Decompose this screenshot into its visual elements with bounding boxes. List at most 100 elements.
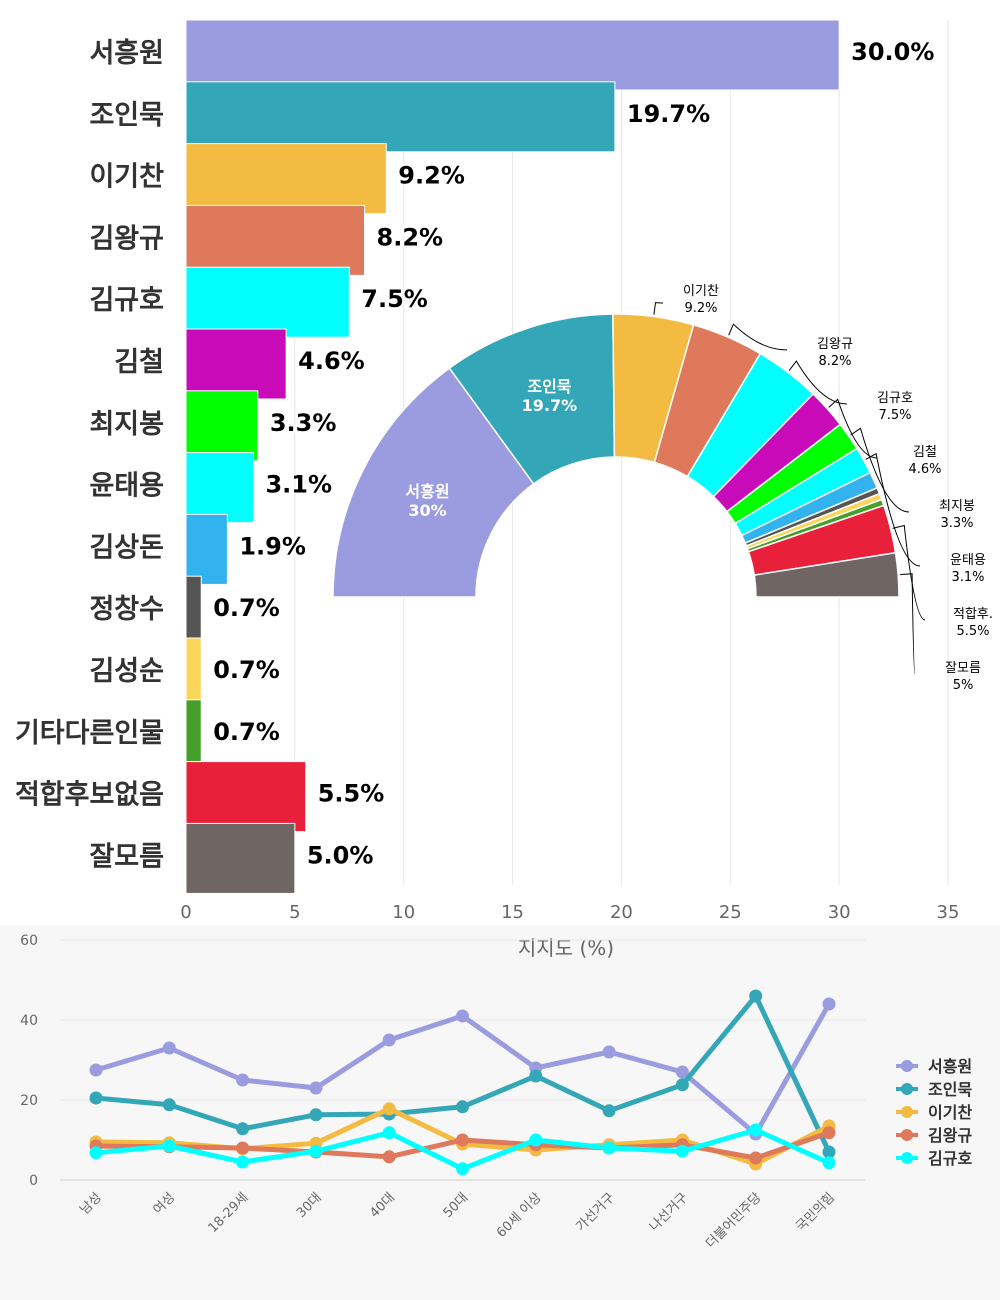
bar-기타다른인물 (185, 699, 202, 771)
donut-outside-value: 8.2% (818, 354, 851, 369)
line-y-tick: 60 (20, 933, 38, 949)
line-point-조인묵 (749, 989, 763, 1003)
donut-leader-line (728, 323, 788, 351)
line-point-김규호 (749, 1123, 763, 1137)
line-point-서흥원 (822, 997, 836, 1011)
bar-잘모름 (185, 822, 296, 894)
bar-category-label: 정창수 (89, 594, 164, 625)
line-point-서흥원 (456, 1009, 469, 1023)
line-point-서흥원 (309, 1081, 323, 1095)
donut-leader-line (788, 360, 848, 405)
line-point-김규호 (162, 1139, 176, 1153)
legend-marker-김왕규 (901, 1129, 913, 1141)
legend-marker-서흥원 (901, 1060, 913, 1072)
bar-category-label: 윤태용 (89, 471, 164, 502)
bar-category-label: 김상돈 (89, 532, 164, 563)
bar-value-label: 8.2% (377, 223, 444, 251)
line-y-tick: 0 (29, 1173, 38, 1189)
bar-value-label: 1.9% (239, 532, 306, 560)
bar-x-tick: 35 (937, 902, 960, 923)
bar-category-label: 조인묵 (89, 100, 164, 131)
bar-category-label: 기타다른인물 (15, 718, 164, 749)
bar-value-label: 30.0% (851, 38, 934, 66)
donut-outside-value: 5.5% (956, 624, 989, 639)
bar-김성순 (185, 637, 202, 709)
donut-outside-value: 9.2% (684, 301, 717, 316)
legend-marker-조인묵 (901, 1083, 913, 1095)
line-y-tick: 40 (20, 1013, 38, 1029)
bar-category-label: 이기찬 (89, 162, 164, 193)
legend-label: 김왕규 (928, 1126, 972, 1145)
line-point-조인묵 (236, 1122, 250, 1136)
bar-value-label: 5.0% (307, 841, 374, 869)
line-y-tick: 20 (20, 1093, 38, 1109)
donut-outside-value: 3.3% (940, 516, 973, 531)
legend-label: 이기찬 (928, 1103, 972, 1122)
line-point-김규호 (236, 1155, 250, 1169)
line-point-김왕규 (382, 1150, 396, 1164)
bar-value-label: 9.2% (398, 162, 465, 190)
donut-inside-name: 조인묵 (527, 377, 571, 396)
bar-chart-bars (185, 19, 840, 894)
line-point-조인묵 (675, 1078, 689, 1092)
line-point-김왕규 (749, 1151, 763, 1165)
donut-outside-name: 적합후. (953, 607, 993, 622)
bar-value-label: 5.5% (318, 780, 385, 808)
bar-김규호 (185, 266, 350, 338)
donut-leader-line (900, 573, 916, 675)
donut-slice-잘모름 (753, 551, 900, 598)
line-point-조인묵 (456, 1100, 469, 1114)
bar-category-label: 서흥원 (89, 38, 164, 69)
bar-value-label: 7.5% (361, 285, 428, 313)
donut-outside-value: 7.5% (878, 408, 911, 423)
line-point-서흥원 (382, 1033, 396, 1047)
bar-category-label: 김성순 (89, 656, 164, 687)
bar-김철 (185, 328, 287, 400)
donut-outside-value: 4.6% (908, 462, 941, 477)
donut-outside-name: 김왕규 (817, 337, 853, 352)
bar-category-label: 김철 (114, 347, 164, 378)
legend-marker-이기찬 (901, 1106, 913, 1118)
bar-윤태용 (185, 452, 254, 524)
line-point-서흥원 (236, 1073, 250, 1087)
line-point-김규호 (382, 1126, 396, 1140)
line-point-김왕규 (822, 1126, 836, 1140)
line-point-김규호 (602, 1141, 616, 1155)
line-point-이기찬 (382, 1102, 396, 1116)
donut-outside-name: 이기찬 (683, 284, 719, 299)
legend-label: 서흥원 (928, 1057, 972, 1076)
line-point-김규호 (529, 1133, 543, 1147)
line-point-김규호 (89, 1146, 103, 1160)
bar-chart-labels: 서흥원 30.0%조인묵 19.7%이기찬 9.2%김왕규 8.2%김규호 7.5%김철 4… (15, 36, 936, 872)
bar-category-label: 김왕규 (89, 223, 164, 254)
line-point-김왕규 (456, 1133, 469, 1147)
bar-x-tick: 20 (610, 902, 633, 923)
bar-김왕규 (185, 204, 366, 276)
line-point-조인묵 (529, 1069, 543, 1083)
bar-x-tick: 15 (501, 902, 524, 923)
bar-서흥원 (185, 19, 840, 91)
legend-marker-김규호 (901, 1152, 913, 1164)
line-point-서흥원 (162, 1041, 176, 1055)
bar-조인묵 (185, 81, 616, 153)
donut-leader-line (865, 452, 921, 567)
donut-leader-line (653, 302, 664, 315)
donut-outside-name: 김규호 (877, 391, 913, 406)
legend-label: 김규호 (928, 1149, 972, 1168)
line-point-김규호 (309, 1144, 323, 1158)
bar-category-label: 잘모름 (89, 841, 164, 872)
line-point-김규호 (822, 1156, 836, 1170)
line-point-김왕규 (236, 1141, 250, 1155)
bar-x-tick: 25 (719, 902, 742, 923)
bar-x-tick: 0 (180, 902, 191, 923)
donut-inside-value: 30% (408, 501, 446, 520)
line-point-서흥원 (602, 1045, 616, 1059)
donut-leader-line (828, 398, 878, 459)
line-point-조인묵 (602, 1104, 616, 1118)
bar-category-label: 김규호 (89, 285, 164, 316)
bar-value-label: 3.1% (265, 471, 332, 499)
line-point-조인묵 (822, 1145, 836, 1159)
bar-value-label: 0.7% (213, 594, 280, 622)
